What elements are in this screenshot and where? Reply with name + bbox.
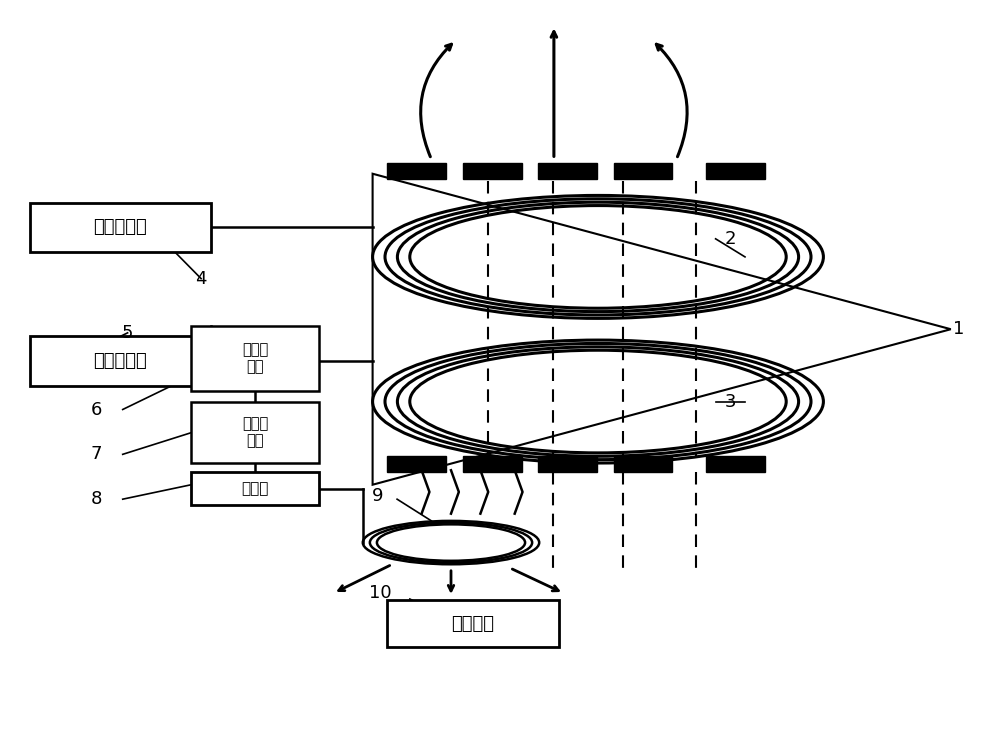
Text: 敏感设备: 敏感设备	[452, 615, 495, 633]
FancyBboxPatch shape	[387, 456, 446, 472]
FancyBboxPatch shape	[706, 163, 765, 179]
FancyBboxPatch shape	[538, 456, 597, 472]
Text: 可调放
大器: 可调放 大器	[242, 416, 268, 449]
Text: 发射端模块: 发射端模块	[93, 352, 147, 370]
Text: 2: 2	[725, 230, 736, 248]
FancyBboxPatch shape	[538, 163, 597, 179]
FancyBboxPatch shape	[463, 456, 522, 472]
FancyBboxPatch shape	[387, 163, 446, 179]
FancyBboxPatch shape	[191, 325, 319, 390]
FancyBboxPatch shape	[30, 337, 211, 386]
Text: 8: 8	[91, 490, 102, 508]
Text: 3: 3	[725, 393, 736, 410]
FancyBboxPatch shape	[191, 472, 319, 505]
FancyBboxPatch shape	[191, 401, 319, 463]
Text: 信号采
样器: 信号采 样器	[242, 342, 268, 374]
Text: 1: 1	[953, 320, 964, 338]
FancyBboxPatch shape	[387, 601, 559, 647]
Text: 6: 6	[91, 401, 102, 418]
Text: 移相器: 移相器	[241, 481, 269, 496]
Text: 接收端模块: 接收端模块	[93, 218, 147, 236]
FancyBboxPatch shape	[463, 163, 522, 179]
FancyBboxPatch shape	[30, 203, 211, 252]
Text: 10: 10	[369, 584, 392, 602]
FancyBboxPatch shape	[614, 456, 672, 472]
Text: 9: 9	[372, 487, 383, 506]
FancyBboxPatch shape	[706, 456, 765, 472]
FancyBboxPatch shape	[614, 163, 672, 179]
Text: 4: 4	[195, 269, 207, 288]
Text: 5: 5	[122, 324, 133, 342]
Text: 7: 7	[90, 445, 102, 463]
